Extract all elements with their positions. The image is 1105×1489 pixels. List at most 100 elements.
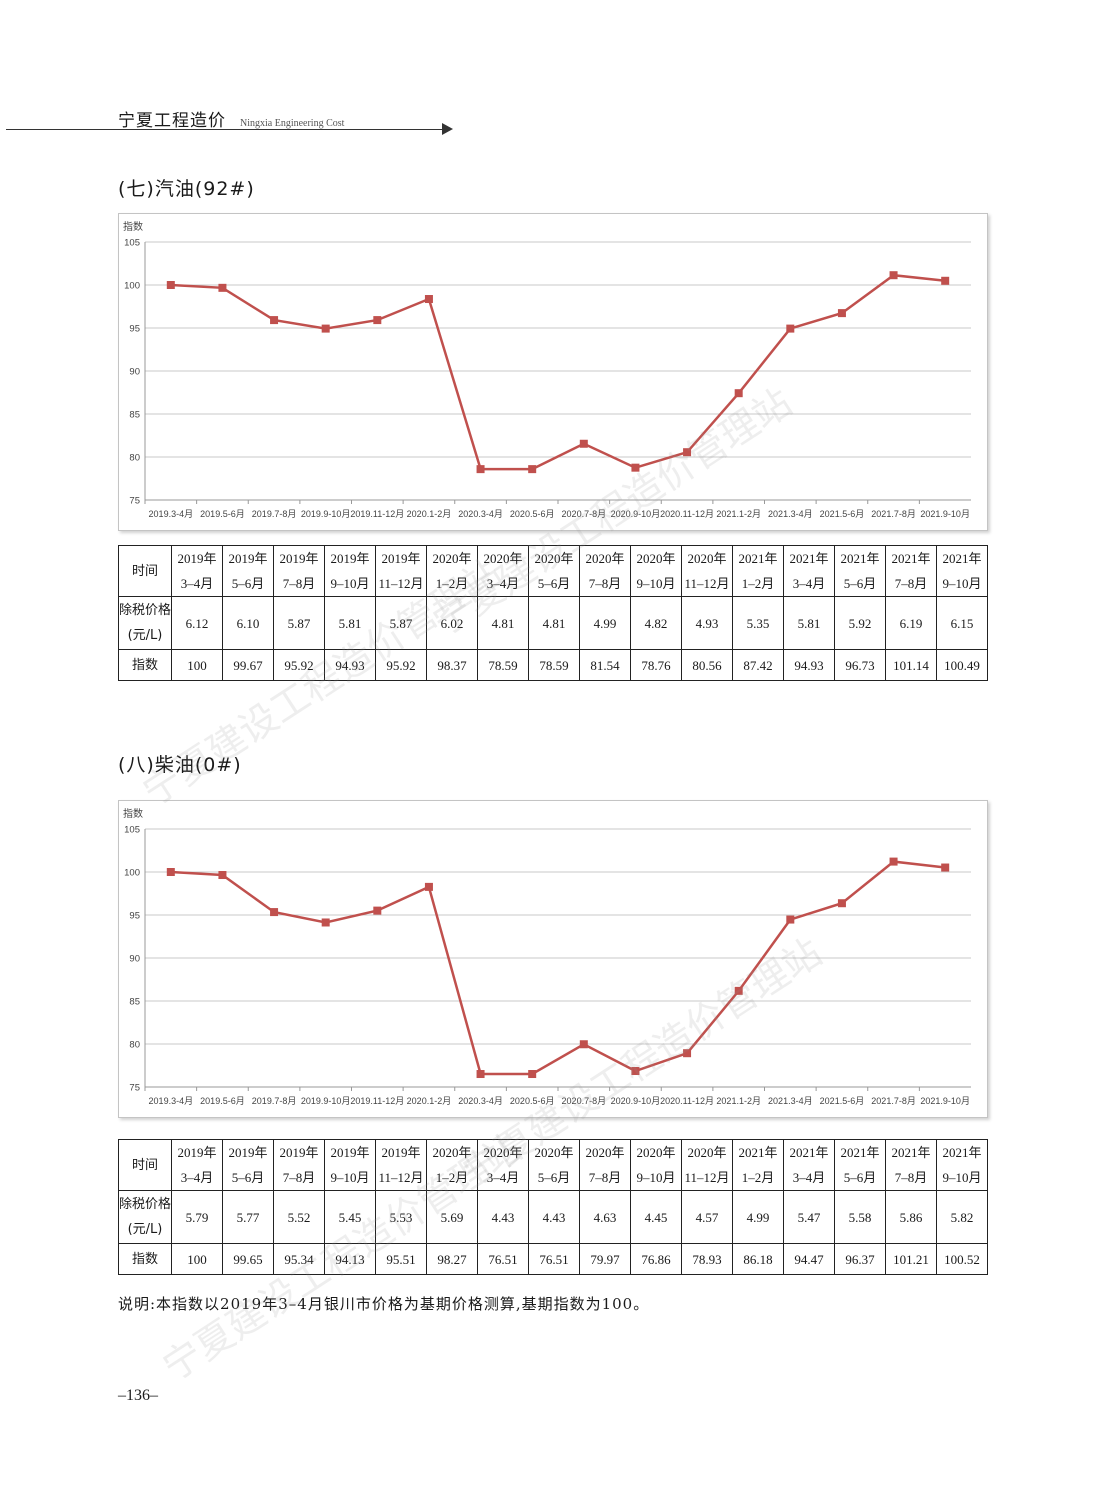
x-tick-label: 2021.9-10月 — [920, 1096, 970, 1106]
period-cell: 2020年 9–10月 — [630, 1139, 682, 1191]
x-tick-label: 2021.9-10月 — [920, 509, 970, 519]
period-cell: 2020年 11–12月 — [681, 1139, 733, 1191]
x-tick-label: 2020.1-2月 — [407, 1096, 452, 1106]
series-line — [170, 860, 946, 1076]
data-point — [941, 276, 950, 285]
index-cell: 76.51 — [477, 1243, 529, 1275]
price-cell: 4.63 — [579, 1190, 631, 1244]
period-months: 7–8月 — [282, 1170, 316, 1185]
period-cell: 2019年 9–10月 — [324, 545, 376, 597]
y-tick-label: 85 — [129, 997, 140, 1008]
x-tick-label: 2020.11-12月 — [660, 509, 714, 519]
period-cell: 2021年 7–8月 — [885, 545, 937, 597]
period-cell: 2020年 5–6月 — [528, 1139, 580, 1191]
price-cell: 5.53 — [375, 1190, 427, 1244]
y-tick-label: 85 — [129, 410, 140, 421]
period-months: 1–2月 — [741, 576, 775, 591]
x-tick-label: 2020.5-6月 — [510, 1096, 555, 1106]
price-cell: 5.92 — [834, 596, 886, 650]
x-tick-label: 2020.9-10月 — [611, 509, 661, 519]
data-point — [683, 1049, 692, 1058]
period-year: 2020年 — [585, 1145, 625, 1160]
data-point — [631, 1067, 640, 1076]
period-months: 7–8月 — [282, 576, 316, 591]
data-point — [837, 899, 846, 908]
index-cell: 100 — [171, 1243, 223, 1275]
data-point — [166, 281, 175, 289]
table-diesel: 时间 2019年 3–4月 2019年 5–6月 2019年 7–8月 2019年 9–10月 2… — [118, 1139, 988, 1275]
period-months: 7–8月 — [894, 1170, 928, 1185]
y-tick-label: 90 — [129, 954, 140, 965]
data-point — [321, 324, 330, 333]
period-months: 9–10月 — [636, 576, 676, 591]
period-cell: 2021年 5–6月 — [834, 545, 886, 597]
index-cell: 78.76 — [630, 649, 682, 681]
period-cell: 2019年 5–6月 — [222, 545, 274, 597]
period-months: 3–4月 — [180, 576, 214, 591]
index-cell: 101.14 — [885, 649, 937, 681]
y-axis-label: 指数 — [123, 220, 143, 233]
period-cell: 2020年 7–8月 — [579, 1139, 631, 1191]
data-point — [786, 915, 795, 924]
table-gasoline: 时间 2019年 3–4月 2019年 5–6月 2019年 7–8月 2019年 9–10月 2… — [118, 545, 988, 681]
period-months: 7–8月 — [894, 576, 928, 591]
period-year: 2019年 — [177, 551, 217, 566]
data-point — [270, 908, 279, 917]
period-months: 7–8月 — [588, 1170, 622, 1185]
index-cell: 98.37 — [426, 649, 478, 681]
price-cell: 5.47 — [783, 1190, 835, 1244]
period-months: 7–8月 — [588, 576, 622, 591]
index-cell: 95.51 — [375, 1243, 427, 1275]
data-point — [270, 316, 279, 325]
price-cell: 4.81 — [477, 596, 529, 650]
footnote: 说明:本指数以2019年3–4月银川市价格为基期价格测算,基期指数为100。 — [118, 1295, 650, 1313]
data-point — [941, 863, 950, 872]
x-tick-label: 2020.3-4月 — [458, 509, 503, 519]
period-year: 2020年 — [585, 551, 625, 566]
row-header-price: 除税价格 (元/L) — [118, 596, 172, 650]
period-months: 9–10月 — [330, 1170, 370, 1185]
price-cell: 4.81 — [528, 596, 580, 650]
period-cell: 2019年 7–8月 — [273, 545, 325, 597]
x-tick-label: 2020.3-4月 — [458, 1096, 503, 1106]
period-cell: 2020年 5–6月 — [528, 545, 580, 597]
period-months: 3–4月 — [792, 576, 826, 591]
period-months: 3–4月 — [486, 576, 520, 591]
index-cell: 96.37 — [834, 1243, 886, 1275]
x-tick-label: 2021.5-6月 — [820, 1096, 865, 1106]
x-tick-label: 2020.5-6月 — [510, 509, 555, 519]
x-tick-label: 2021.5-6月 — [820, 509, 865, 519]
data-point — [476, 465, 485, 474]
period-cell: 2021年 3–4月 — [783, 1139, 835, 1191]
x-tick-label: 2021.7-8月 — [871, 1096, 916, 1106]
page-number: –136– — [118, 1387, 158, 1404]
period-months: 9–10月 — [942, 576, 982, 591]
index-cell: 100 — [171, 649, 223, 681]
header-title-en: Ningxia Engineering Cost — [240, 118, 345, 129]
period-months: 5–6月 — [843, 1170, 877, 1185]
period-year: 2020年 — [534, 1145, 574, 1160]
index-cell: 94.13 — [324, 1243, 376, 1275]
index-cell: 94.93 — [783, 649, 835, 681]
price-cell: 5.35 — [732, 596, 784, 650]
period-year: 2020年 — [636, 1145, 676, 1160]
x-tick-label: 2019.11-12月 — [350, 509, 404, 519]
price-cell: 5.58 — [834, 1190, 886, 1244]
period-cell: 2021年 9–10月 — [936, 1139, 988, 1191]
y-tick-label: 100 — [124, 868, 140, 879]
index-cell: 81.54 — [579, 649, 631, 681]
data-point — [579, 439, 588, 448]
y-tick-label: 75 — [129, 496, 140, 507]
data-point — [218, 283, 227, 292]
price-cell: 5.87 — [375, 596, 427, 650]
price-cell: 4.82 — [630, 596, 682, 650]
row-header-index: 指数 — [118, 1243, 172, 1275]
index-cell: 78.59 — [477, 649, 529, 681]
data-point — [218, 871, 227, 880]
data-point — [734, 986, 743, 995]
x-tick-label: 2020.11-12月 — [660, 1096, 714, 1106]
y-tick-label: 95 — [129, 324, 140, 335]
period-year: 2021年 — [789, 551, 829, 566]
period-year: 2019年 — [279, 1145, 319, 1160]
period-cell: 2020年 3–4月 — [477, 545, 529, 597]
